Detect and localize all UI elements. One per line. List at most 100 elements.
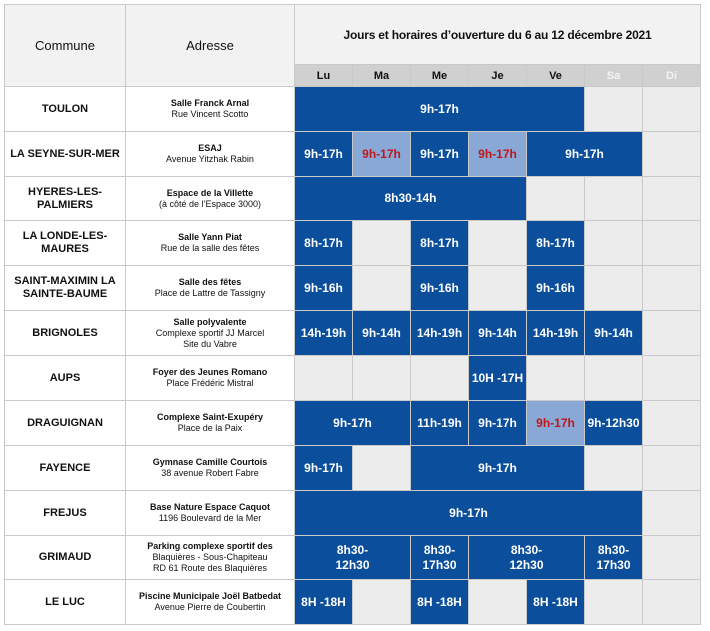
opening-hours-slot: 11h-19h [410,400,469,446]
address-line: Salle polyvalente [173,316,247,327]
opening-hours-slot: 9h-16h [294,265,353,311]
opening-hours-slot: 9h-14h [468,310,527,356]
address-cell: Foyer des Jeunes Romano Place Frédéric Mi… [125,355,295,401]
opening-hours-slot: 9h-14h [584,310,643,356]
commune-name: LA LONDE-LES-MAURES [4,220,126,266]
day-header-di: Di [641,64,702,87]
opening-hours-slot: 9h-16h [410,265,469,311]
opening-hours-slot: 9h-17h [294,490,643,536]
address-cell: Salle Yann Piat Rue de la salle des fêtes [125,220,295,266]
day-header-ve: Ve [526,64,585,87]
opening-hours-slot: 9h-17h [526,131,643,177]
address-line: (à côté de l’Espace 3000) [158,198,262,209]
commune-name: GRIMAUD [4,535,126,580]
address-cell: Parking complexe sportif des Blaquières -… [125,535,295,580]
closed-slot [641,355,702,401]
commune-name: DRAGUIGNAN [4,400,126,446]
address-line: Rue de la salle des fêtes [160,243,260,253]
address-line: 38 avenue Robert Fabre [161,468,259,478]
address-line: Salle Yann Piat [178,232,242,242]
day-header-lu: Lu [294,64,353,87]
closed-slot [584,445,643,491]
opening-hours-slot: 8h30- 17h30 [584,535,643,580]
opening-hours-slot: 8H -18H [294,579,353,625]
address-line: Piscine Municipale Joël Batbedat [138,591,282,601]
closed-slot [641,265,702,311]
closed-slot [468,265,527,311]
column-header-commune: Commune [4,4,126,87]
closed-slot [584,579,643,625]
opening-hours-slot: 8h-17h [410,220,469,266]
closed-slot [410,355,469,401]
closed-slot [352,265,411,311]
closed-slot [584,86,643,132]
address-line: Avenue Yitzhak Rabin [166,154,254,164]
commune-name: SAINT-MAXIMIN LA SAINTE-BAUME [4,265,126,311]
address-cell: Piscine Municipale Joël Batbedat Avenue P… [125,579,295,625]
schedule-title: Jours et horaires d’ouverture du 6 au 12… [293,4,702,65]
opening-hours-slot: 8h-17h [294,220,353,266]
address-line: Place de Lattre de Tassigny [154,288,266,298]
address-cell: Complexe Saint-Exupéry Place de la Paix [125,400,295,446]
address-line: Complexe sportif JJ Marcel [155,327,265,338]
closed-slot [584,265,643,311]
opening-hours-slot: 8h30- 17h30 [410,535,469,580]
closed-slot [526,176,585,221]
opening-hours-table: Commune Adresse Jours et horaires d’ouve… [4,4,702,625]
closed-slot [584,220,643,266]
address-line: Place Frédéric Mistral [166,378,254,388]
closed-slot [352,355,411,401]
closed-slot [468,579,527,625]
opening-hours-slot: 14h-19h [410,310,469,356]
commune-name: LA SEYNE-SUR-MER [4,131,126,177]
day-header-me: Me [410,64,469,87]
table-row: FAYENCE Gymnase Camille Courtois 38 avenue… [4,445,702,491]
address-cell: ESAJ Avenue Yitzhak Rabin [125,131,295,177]
opening-hours-slot: 9h-17h [294,131,353,177]
table-row: DRAGUIGNAN Complexe Saint-Exupéry Place de… [4,400,702,446]
closed-slot [352,220,411,266]
commune-name: AUPS [4,355,126,401]
address-line: Avenue Pierre de Coubertin [154,602,266,612]
table-row: AUPS Foyer des Jeunes Romano Place Frédéri… [4,355,702,401]
opening-hours-slot: 9h-17h [294,86,585,132]
address-line: Place de la Paix [177,423,243,433]
day-header-sa: Sa [584,64,643,87]
opening-hours-slot: 9h-17h [468,400,527,446]
closed-slot [584,355,643,401]
table-row: FREJUS Base Nature Espace Caquot 1196 Boul… [4,490,702,536]
opening-hours-slot: 10H -17H [468,355,527,401]
commune-name: HYERES-LES-PALMIERS [4,176,126,221]
address-line: Blaquières - Sous-Chapiteau [152,552,268,562]
commune-name: FREJUS [4,490,126,536]
table-row: SAINT-MAXIMIN LA SAINTE-BAUME Salle des f… [4,265,702,311]
closed-slot [641,490,702,536]
address-line: Parking complexe sportif des [147,541,273,551]
address-cell: Salle polyvalente Complexe sportif JJ Mar… [125,310,295,356]
opening-hours-slot: 9h-17h [410,131,469,177]
closed-slot [468,220,527,266]
day-header-ma: Ma [352,64,411,87]
address-cell: Espace de la Villette (à côté de l’Espace… [125,176,295,221]
commune-name: LE LUC [4,579,126,625]
table-row: LA LONDE-LES-MAURES Salle Yann Piat Rue de… [4,220,702,266]
opening-hours-slot: 9h-17h [526,400,585,446]
address-line: Rue Vincent Scotto [171,109,249,119]
day-header-je: Je [468,64,527,87]
closed-slot [526,355,585,401]
address-line: Gymnase Camille Courtois [152,457,268,467]
opening-hours-slot: 9h-14h [352,310,411,356]
closed-slot [352,579,411,625]
table-row: LE LUC Piscine Municipale Joël Batbedat Av… [4,579,702,625]
table-row: HYERES-LES-PALMIERS Espace de la Villette… [4,176,702,221]
closed-slot [641,445,702,491]
commune-name: FAYENCE [4,445,126,491]
opening-hours-slot: 8H -18H [410,579,469,625]
closed-slot [641,310,702,356]
column-header-adresse: Adresse [125,4,295,87]
opening-hours-slot: 9h-17h [468,131,527,177]
closed-slot [641,86,702,132]
closed-slot [641,579,702,625]
closed-slot [641,535,702,580]
opening-hours-slot: 9h-17h [294,445,353,491]
